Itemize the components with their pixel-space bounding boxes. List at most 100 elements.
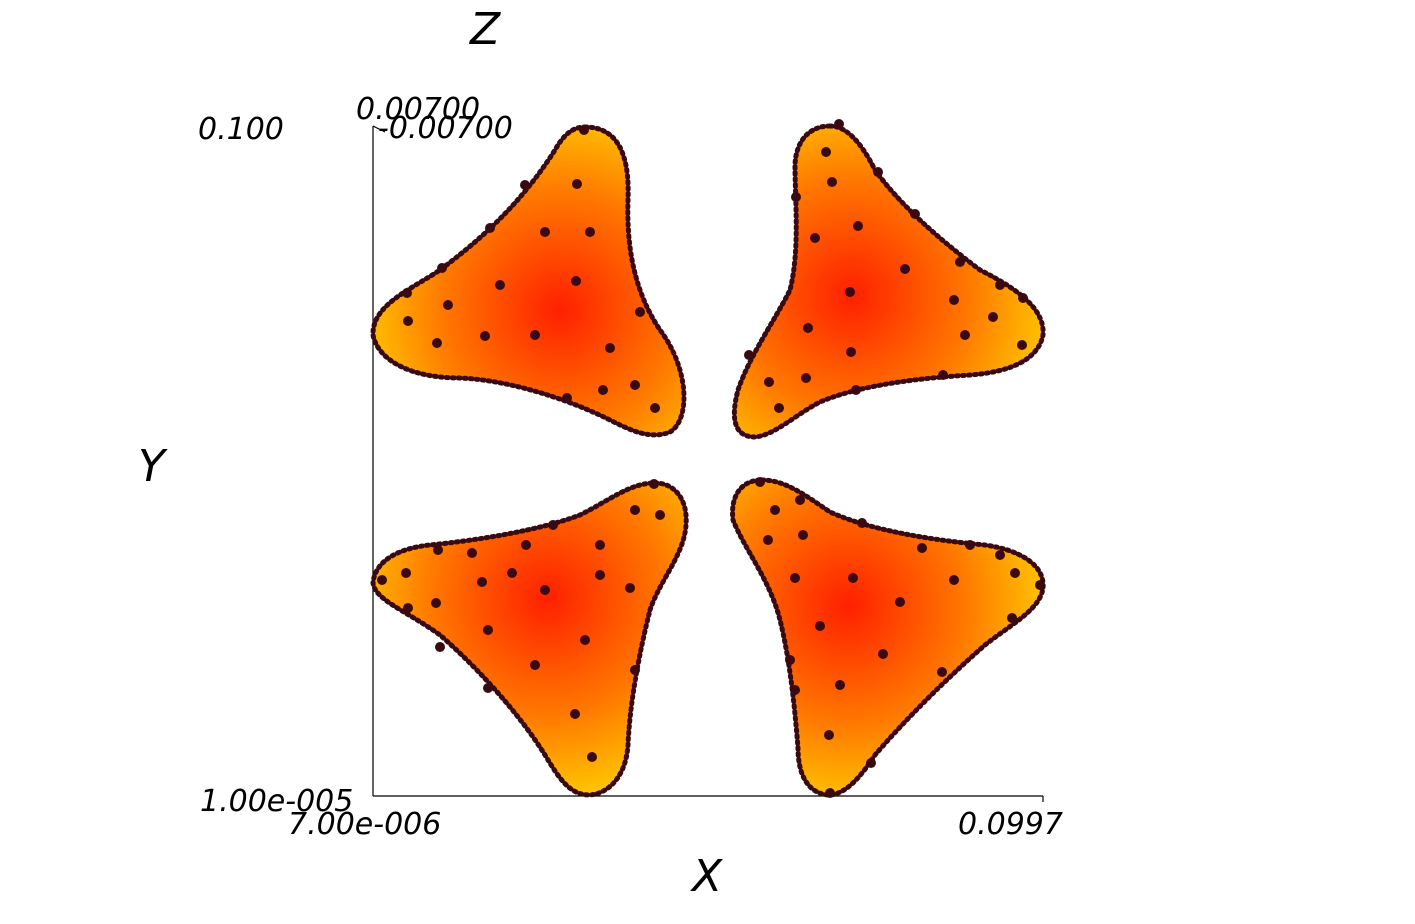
mesh-node — [791, 192, 801, 202]
mesh-node — [900, 264, 910, 274]
mesh-node — [480, 331, 490, 341]
mesh-node — [540, 585, 550, 595]
mesh-node — [530, 660, 540, 670]
mesh-node — [595, 570, 605, 580]
z-max-label: 0.00700 — [356, 92, 481, 127]
lobe-fill-bottom-right — [730, 477, 1046, 798]
mesh-node — [821, 147, 831, 157]
x-max-label: 0.0997 — [958, 807, 1063, 842]
mesh-node — [477, 577, 487, 587]
y-min-label: 1.00e-005 — [200, 784, 354, 819]
mesh-node — [834, 119, 844, 129]
mesh-node — [443, 300, 453, 310]
mesh-node — [571, 276, 581, 286]
mesh-node — [540, 227, 550, 237]
mesh-node — [595, 540, 605, 550]
mesh-node — [770, 505, 780, 515]
mesh-node — [630, 665, 640, 675]
mesh-node — [483, 683, 493, 693]
mesh-node — [835, 680, 845, 690]
mesh-node — [1018, 293, 1028, 303]
mesh-node — [432, 338, 442, 348]
mesh-node — [483, 625, 493, 635]
mesh-node — [949, 295, 959, 305]
mesh-node — [377, 575, 387, 585]
mesh-region-top-left — [370, 124, 687, 438]
mesh-node — [1007, 613, 1017, 623]
mesh-node — [1010, 568, 1020, 578]
mesh-node — [570, 709, 580, 719]
mesh-node — [857, 518, 867, 528]
mesh-node — [530, 330, 540, 340]
mesh-node — [917, 543, 927, 553]
mesh-node — [910, 209, 920, 219]
mesh-node — [605, 343, 615, 353]
mesh-node — [579, 125, 589, 135]
mesh-node — [824, 730, 834, 740]
mesh-node — [495, 280, 505, 290]
mesh-node — [755, 477, 765, 487]
lobe-fill-top-left — [370, 124, 687, 438]
mesh-node — [403, 603, 413, 613]
mesh-region-bottom-right — [730, 477, 1046, 798]
mesh-node — [1035, 580, 1045, 590]
mesh-node — [1017, 340, 1027, 350]
mesh-node — [937, 667, 947, 677]
mesh-node — [630, 380, 640, 390]
mesh-node — [846, 347, 856, 357]
mesh-node — [866, 758, 876, 768]
y-axis-title: Y — [138, 441, 165, 492]
mesh-node — [790, 573, 800, 583]
mesh-node — [435, 642, 445, 652]
mesh-node — [845, 287, 855, 297]
z-axis-title: Z — [470, 4, 501, 55]
mesh-node — [810, 233, 820, 243]
mesh-node — [851, 385, 861, 395]
mesh-node — [960, 330, 970, 340]
mesh-nodes — [377, 119, 1045, 798]
mesh-node — [625, 583, 635, 593]
mesh-node — [774, 403, 784, 413]
mesh-node — [878, 649, 888, 659]
mesh-node — [521, 540, 531, 550]
mesh-node — [895, 597, 905, 607]
mesh-node — [650, 403, 660, 413]
mesh-node — [485, 223, 495, 233]
mesh-node — [744, 350, 754, 360]
mesh-node — [798, 530, 808, 540]
x-axis-title: X — [692, 851, 723, 902]
mesh-node — [965, 540, 975, 550]
x-min-label: 7.00e-006 — [288, 807, 442, 842]
mesh-node — [562, 393, 572, 403]
mesh-node — [988, 312, 998, 322]
mesh-node — [548, 520, 558, 530]
mesh-node — [763, 535, 773, 545]
z-axis-line — [372, 125, 386, 133]
mesh-node — [520, 180, 530, 190]
mesh-node — [507, 568, 517, 578]
mesh-node — [401, 568, 411, 578]
mesh-node — [825, 788, 835, 798]
mesh-node — [572, 179, 582, 189]
mesh-node — [801, 373, 811, 383]
mesh-node — [827, 177, 837, 187]
y-max-label: 0.100 — [198, 112, 284, 147]
mesh-node — [402, 288, 412, 298]
mesh-node — [785, 655, 795, 665]
mesh-node — [431, 598, 441, 608]
mesh-node — [467, 548, 477, 558]
mesh-node — [873, 167, 883, 177]
mesh-node — [630, 505, 640, 515]
lobe-fill-bottom-left — [370, 480, 689, 798]
mesh-node — [437, 263, 447, 273]
mesh-region-bottom-left — [370, 480, 689, 798]
mesh-node — [598, 385, 608, 395]
lobe-fill-top-right — [731, 123, 1046, 440]
mesh-node — [433, 545, 443, 555]
mesh-node — [649, 479, 659, 489]
mesh-region-top-right — [731, 123, 1046, 440]
mesh-node — [955, 257, 965, 267]
mesh-node — [815, 621, 825, 631]
